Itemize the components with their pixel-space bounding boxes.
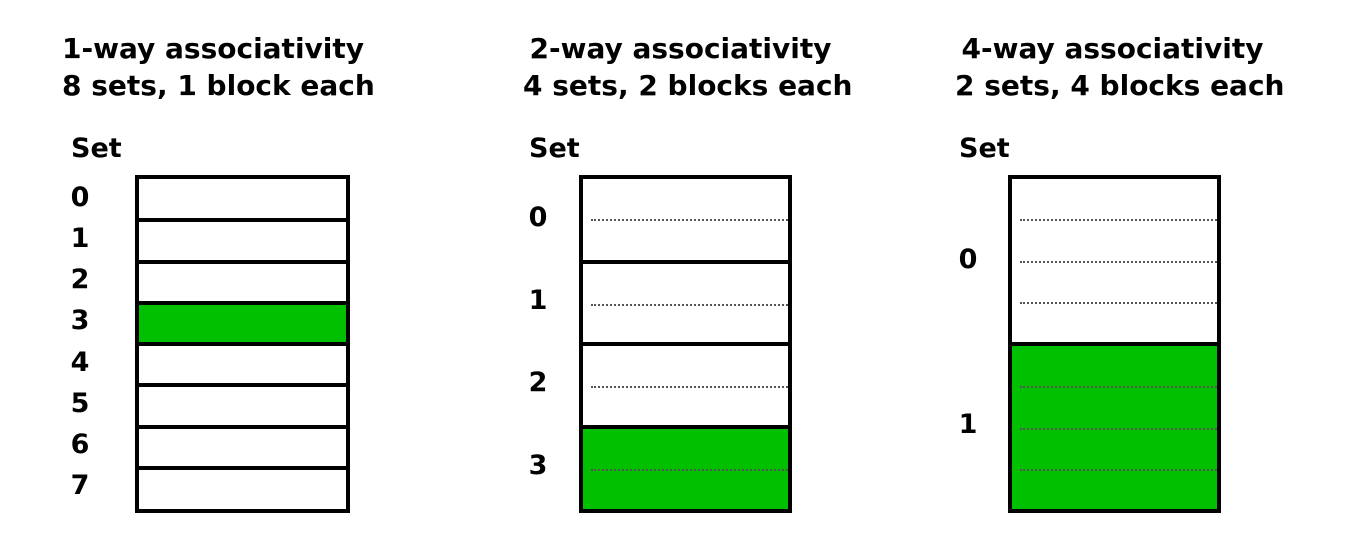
set-label-5: 5	[70, 387, 90, 419]
way-divider	[1020, 301, 1217, 304]
panel-2-way: 2-way associativity 4 sets, 2 blocks eac…	[450, 0, 900, 548]
way-divider	[1020, 260, 1217, 263]
panel-4-way: 4-way associativity 2 sets, 4 blocks eac…	[900, 0, 1355, 548]
cache-set-7	[139, 465, 346, 509]
set-label-0: 0	[70, 181, 90, 213]
panel-title: 1-way associativity 8 sets, 1 block each	[62, 30, 375, 104]
way-divider	[591, 386, 788, 389]
cache-set-2	[583, 342, 788, 427]
cache-set-0	[583, 179, 788, 262]
set-label-1: 1	[958, 408, 978, 440]
set-label-7: 7	[70, 470, 90, 502]
set-header: Set	[529, 133, 580, 164]
cache-set-5	[139, 383, 346, 426]
way-divider	[1020, 219, 1217, 222]
set-label-6: 6	[70, 429, 90, 461]
way-divider	[591, 468, 788, 471]
way-divider	[1020, 386, 1217, 389]
way-divider	[591, 219, 788, 222]
set-label-0: 0	[528, 202, 548, 234]
title-line-1: 4-way associativity	[961, 32, 1264, 65]
title-line-2: 4 sets, 2 blocks each	[523, 69, 853, 102]
way-divider	[1020, 468, 1217, 471]
set-label-3: 3	[528, 449, 548, 481]
cache-diagram	[579, 175, 792, 513]
cache-set-3	[583, 424, 788, 509]
cache-set-6	[139, 424, 346, 468]
set-label-3: 3	[70, 305, 90, 337]
panel-1-way: 1-way associativity 8 sets, 1 block each…	[0, 0, 450, 548]
cache-set-0	[139, 179, 346, 220]
set-header: Set	[71, 133, 122, 164]
set-label-4: 4	[70, 346, 90, 378]
set-label-1: 1	[70, 222, 90, 254]
set-label-2: 2	[528, 367, 548, 399]
cache-set-2	[139, 259, 346, 303]
set-header: Set	[959, 133, 1010, 164]
cache-set-4	[139, 342, 346, 385]
title-line-1: 2-way associativity	[529, 32, 832, 65]
cache-set-0	[1012, 179, 1217, 344]
set-label-1: 1	[528, 284, 548, 316]
cache-set-3	[139, 300, 346, 344]
set-label-0: 0	[958, 243, 978, 275]
title-line-2: 2 sets, 4 blocks each	[955, 69, 1285, 102]
cache-set-1	[1012, 342, 1217, 509]
way-divider	[1020, 427, 1217, 430]
set-label-2: 2	[70, 264, 90, 296]
title-line-2: 8 sets, 1 block each	[62, 69, 375, 102]
panel-title: 4-way associativity 2 sets, 4 blocks eac…	[955, 30, 1285, 104]
panel-title: 2-way associativity 4 sets, 2 blocks eac…	[523, 30, 853, 104]
way-divider	[591, 303, 788, 306]
cache-set-1	[139, 218, 346, 261]
cache-diagram	[135, 175, 350, 513]
cache-set-1	[583, 259, 788, 345]
cache-diagram	[1008, 175, 1221, 513]
title-line-1: 1-way associativity	[62, 32, 365, 65]
